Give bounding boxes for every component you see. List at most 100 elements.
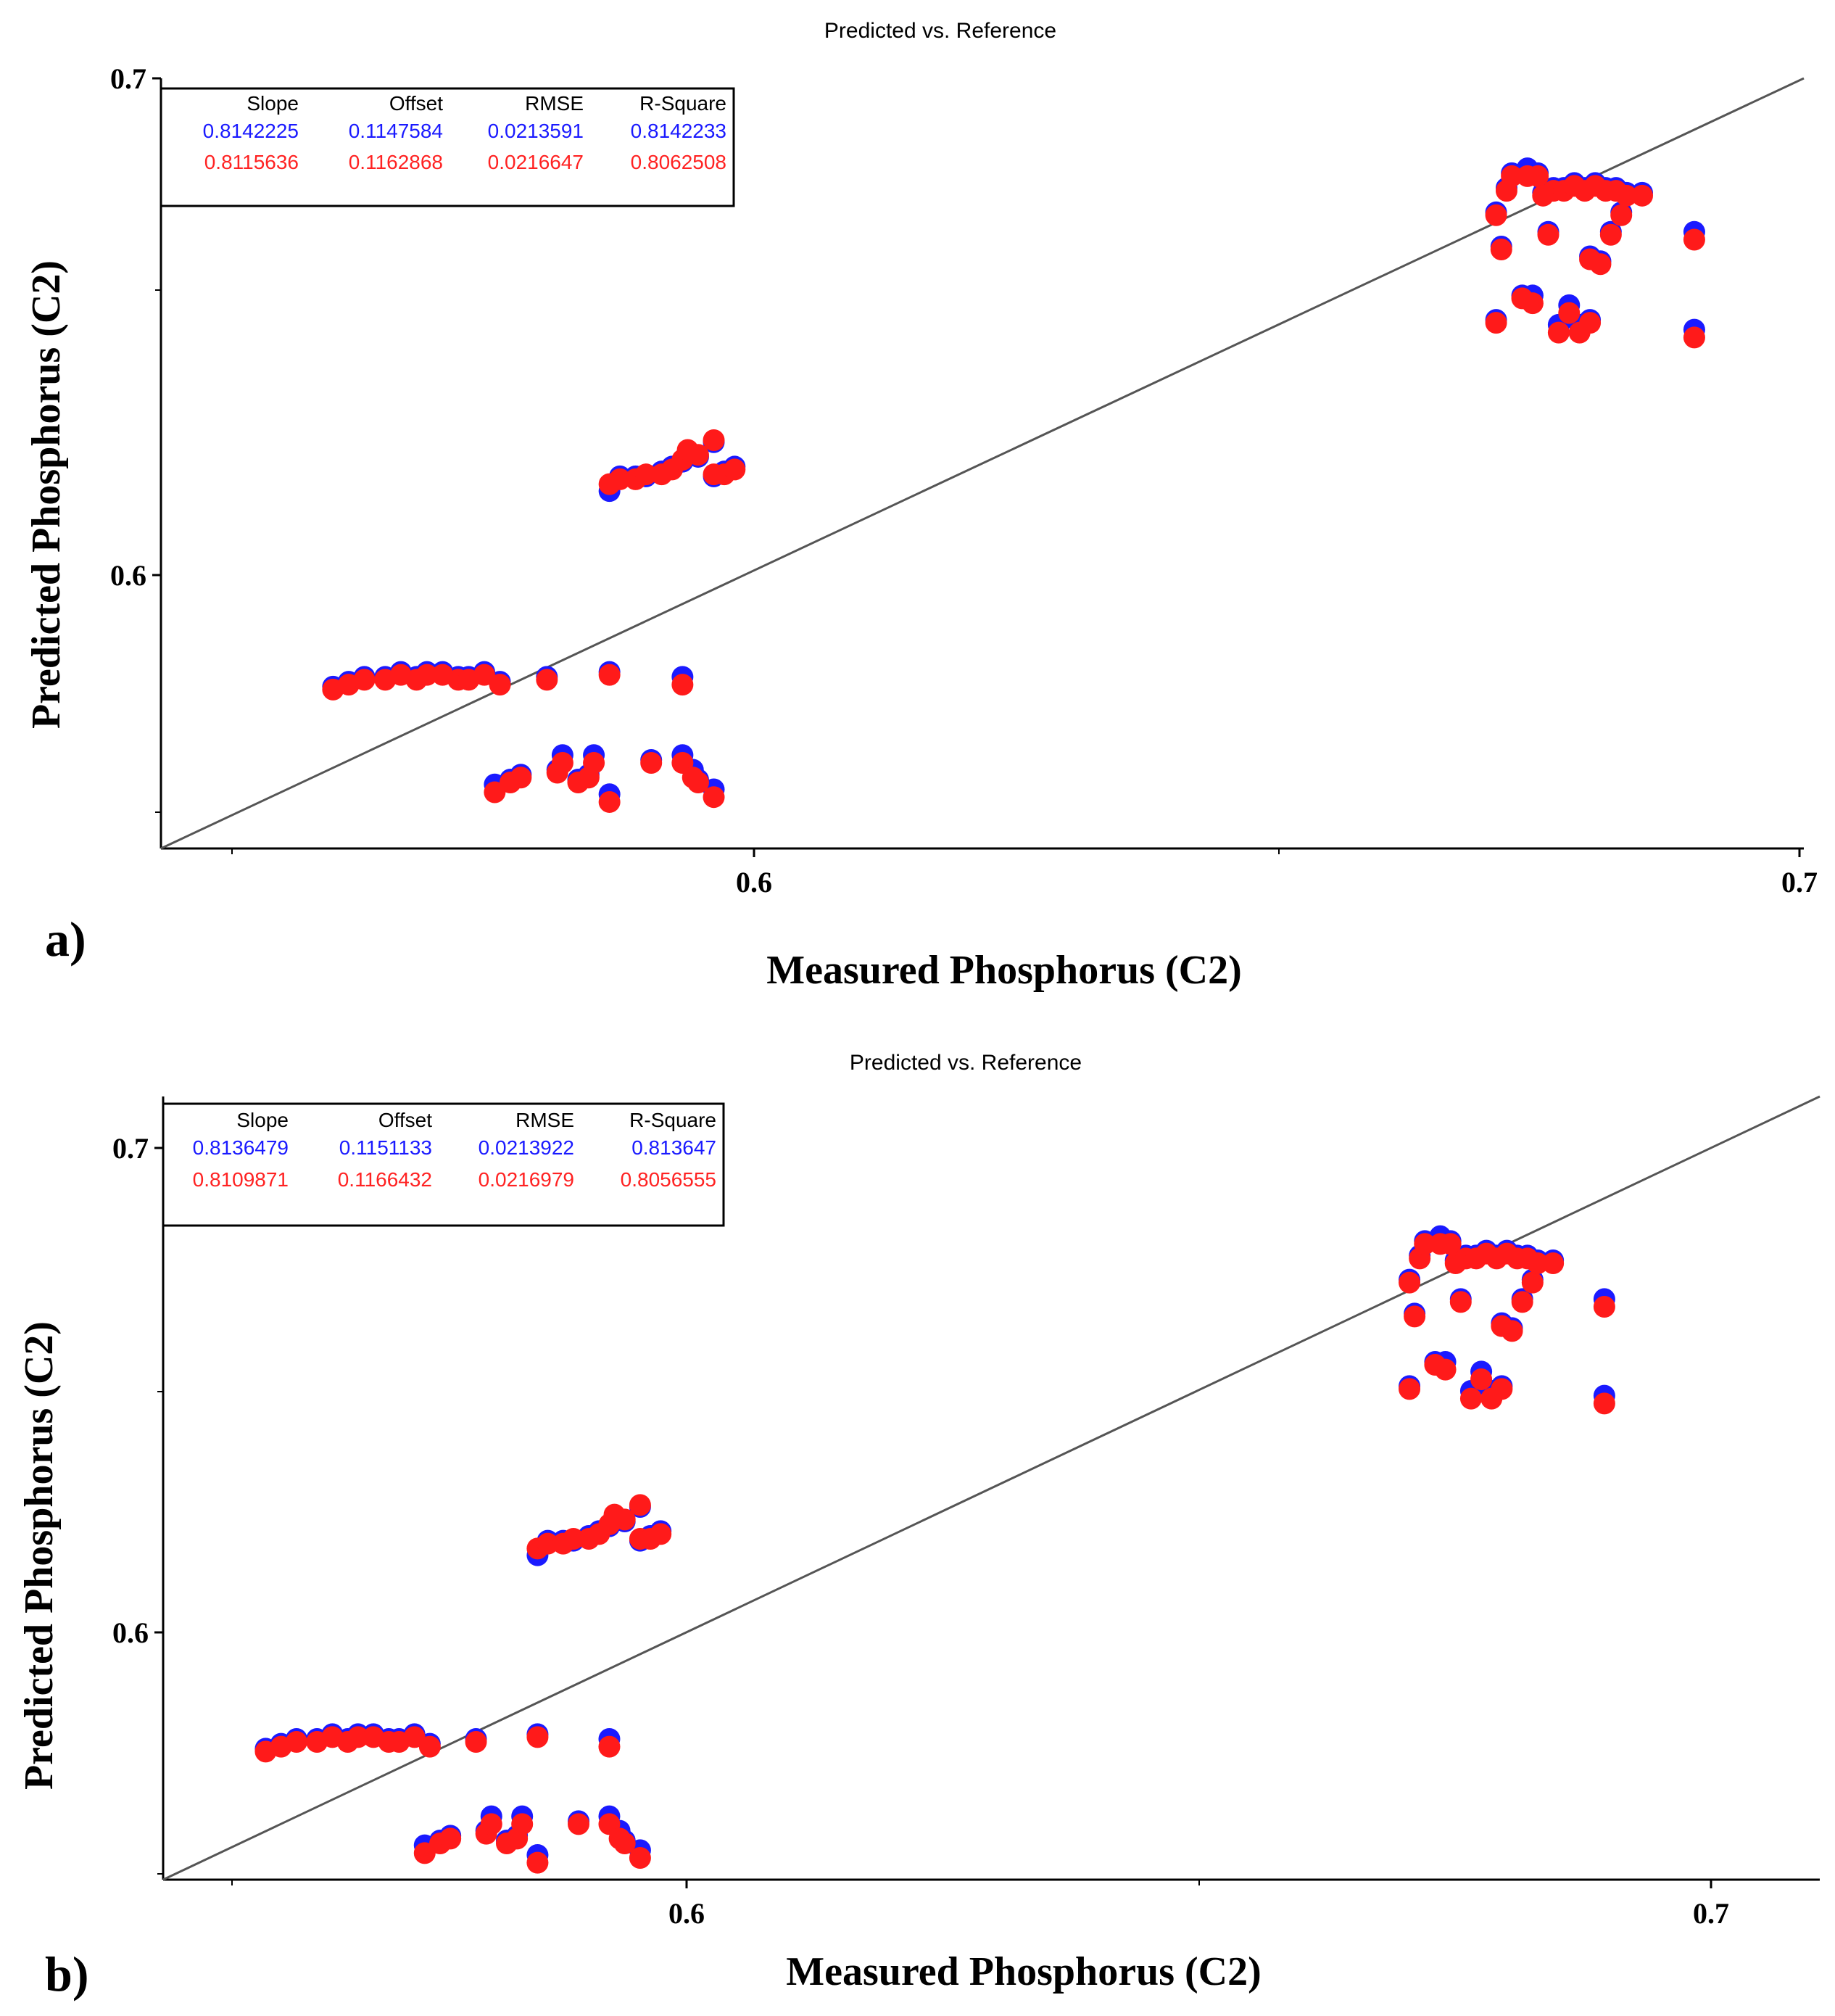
- data-point-validation: [510, 767, 532, 789]
- legend-header: RMSE: [525, 92, 584, 115]
- data-point-validation: [511, 1813, 534, 1835]
- data-point-validation: [536, 669, 558, 691]
- legend-value: 0.0213922: [479, 1136, 574, 1159]
- data-point-validation: [415, 664, 438, 686]
- data-point-validation: [650, 1523, 672, 1545]
- legend-box: [162, 1102, 725, 1227]
- data-point-validation: [1558, 302, 1581, 324]
- legend-value: 0.813647: [631, 1136, 716, 1159]
- legend-value: 0.8136479: [193, 1136, 289, 1159]
- data-point-validation: [1439, 1233, 1462, 1255]
- target-line: [160, 77, 1805, 850]
- data-point-validation: [1501, 165, 1523, 187]
- data-point-validation: [568, 1813, 590, 1835]
- data-point-validation: [1589, 253, 1612, 276]
- legend-header: RMSE: [515, 1109, 574, 1131]
- legend-value: 0.8056555: [621, 1168, 716, 1191]
- data-point-validation: [598, 664, 621, 686]
- data-point-validation: [537, 1532, 559, 1555]
- legend-value: 0.8142225: [203, 120, 299, 142]
- x-tick-label: 0.7: [1693, 1897, 1729, 1930]
- legend-value: 0.1166432: [338, 1168, 432, 1191]
- data-point-validation: [1527, 165, 1549, 187]
- data-point-validation: [285, 1731, 307, 1753]
- plot-area: 0.6 0.7 0.6 0.7 Slope Offset RMSE R-Square 0.813…: [112, 1095, 1820, 1930]
- data-point-validation: [1593, 1392, 1615, 1415]
- data-point-validation: [1434, 1358, 1457, 1381]
- data-point-validation: [703, 786, 725, 809]
- legend-value: 0.1151133: [339, 1136, 432, 1159]
- data-point-validation: [1470, 1368, 1493, 1390]
- legend-header: R-Square: [639, 92, 726, 115]
- x-tick-label: 0.6: [736, 866, 772, 898]
- data-point-validation: [465, 1731, 487, 1753]
- data-point-validation: [1610, 204, 1633, 226]
- legend-value: 0.0216647: [488, 151, 584, 173]
- data-point-validation: [609, 468, 631, 490]
- data-point-validation: [1579, 312, 1602, 334]
- data-point-validation: [687, 444, 709, 466]
- data-point-validation: [526, 1851, 549, 1874]
- data-point-validation: [526, 1726, 549, 1748]
- legend-header: Offset: [389, 92, 443, 115]
- data-point-validation: [439, 1827, 462, 1850]
- data-point-validation: [1459, 1387, 1482, 1410]
- data-point-validation: [1526, 1252, 1549, 1274]
- x-tick-label: 0.6: [668, 1897, 705, 1930]
- data-point-validation: [1399, 1378, 1421, 1400]
- data-point-validation: [1683, 326, 1705, 349]
- y-tick-label: 0.7: [112, 1132, 149, 1165]
- legend-header: Slope: [236, 1109, 289, 1131]
- legend: Slope Offset RMSE R-Square 0.8142225 0.114758…: [160, 87, 735, 207]
- data-point-validation: [489, 674, 511, 696]
- data-point-validation: [703, 429, 725, 451]
- data-point-validation: [1542, 1252, 1565, 1274]
- chart-panel-b: Predicted vs. Reference Predicted Phosph…: [17, 1051, 1820, 2001]
- legend-value: 0.0213591: [488, 120, 584, 142]
- x-tick-label: 0.7: [1781, 866, 1818, 898]
- data-point-validation: [1449, 1291, 1472, 1313]
- chart-panel-a: Predicted vs. Reference Predicted Phosph…: [24, 19, 1818, 993]
- legend-header: R-Square: [629, 1109, 716, 1131]
- data-point-validation: [353, 669, 376, 691]
- data-point-validation: [1593, 1296, 1615, 1318]
- data-point-validation: [1521, 292, 1544, 315]
- data-point-validation: [551, 752, 573, 774]
- data-point-validation: [640, 752, 663, 774]
- data-point-validation: [1511, 1291, 1533, 1313]
- data-point-validation: [687, 771, 709, 793]
- chart-title: Predicted vs. Reference: [824, 19, 1056, 43]
- data-point-validation: [613, 1833, 636, 1854]
- panel-label: b): [45, 1946, 88, 2001]
- y-axis-label: Predicted Phosphorus (C2): [17, 1321, 62, 1790]
- legend-value: 0.8109871: [193, 1168, 289, 1191]
- data-point-validation: [1547, 321, 1570, 344]
- data-point-validation: [1485, 312, 1507, 334]
- chart-title: Predicted vs. Reference: [850, 1051, 1082, 1075]
- data-point-validation: [1404, 1305, 1426, 1328]
- data-point-validation: [1537, 223, 1559, 246]
- legend-value: 0.8142233: [631, 120, 726, 142]
- data-point-validation: [1683, 228, 1705, 251]
- data-point-validation: [1501, 1320, 1523, 1342]
- data-point-validation: [1521, 1271, 1544, 1294]
- data-point-validation: [1631, 184, 1653, 207]
- data-point-validation: [598, 1735, 621, 1758]
- legend-value: 0.8062508: [631, 151, 726, 173]
- data-point-validation: [1599, 223, 1622, 246]
- legend-value: 0.0216979: [479, 1168, 574, 1191]
- y-axis-label: Predicted Phosphorus (C2): [24, 260, 69, 729]
- data-point-validation: [635, 463, 658, 486]
- legend-box: [160, 87, 735, 207]
- data-point-validation: [418, 1735, 441, 1758]
- data-point-validation: [629, 1847, 651, 1869]
- data-point-validation: [1491, 1378, 1513, 1400]
- data-point-validation: [671, 674, 694, 696]
- data-point-validation: [347, 1726, 369, 1748]
- data-point-validation: [480, 1813, 502, 1835]
- x-axis-label: Measured Phosphorus (C2): [766, 948, 1241, 993]
- x-axis-label: Measured Phosphorus (C2): [786, 1949, 1261, 1994]
- data-point-validation: [473, 664, 496, 686]
- plot-area: 0.6 0.7 0.6 0.7 Slope Offset RMSE R-Square 0.814…: [110, 62, 1818, 898]
